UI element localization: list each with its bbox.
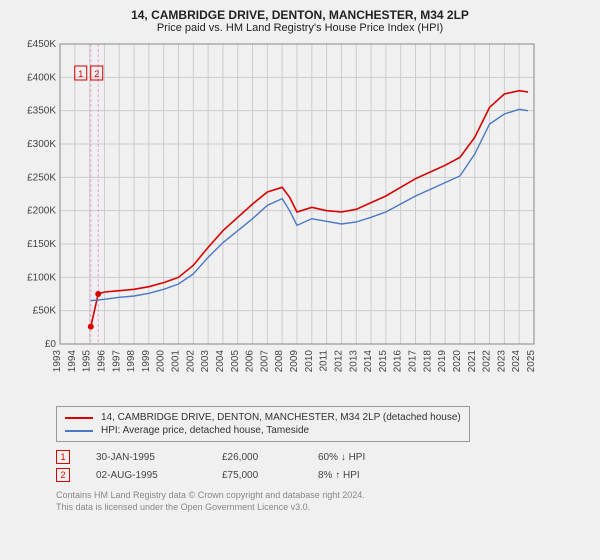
svg-text:2014: 2014 [363,350,374,373]
svg-text:2022: 2022 [482,350,493,373]
table-row: 2 02-AUG-1995 £75,000 8% ↑ HPI [56,466,582,484]
legend-label: HPI: Average price, detached house, Tame… [101,425,309,436]
svg-text:£0: £0 [45,339,57,350]
svg-text:1994: 1994 [67,350,78,373]
svg-text:1996: 1996 [96,350,107,373]
svg-text:2012: 2012 [333,350,344,373]
price-chart: £0 £50K £100K £150K £200K £250K £300K £350K £400… [20,40,580,400]
svg-text:2015: 2015 [378,350,389,373]
attribution: Contains HM Land Registry data © Crown c… [56,490,582,513]
svg-text:2010: 2010 [304,350,315,373]
svg-text:£150K: £150K [27,239,56,250]
svg-text:2003: 2003 [200,350,211,373]
svg-text:1997: 1997 [111,350,122,373]
svg-text:2025: 2025 [526,350,537,373]
svg-text:2021: 2021 [467,350,478,373]
legend: 14, CAMBRIDGE DRIVE, DENTON, MANCHESTER,… [56,406,470,442]
tx-date: 30-JAN-1995 [96,452,196,463]
svg-text:£100K: £100K [27,272,56,283]
svg-text:£400K: £400K [27,72,56,83]
svg-text:1999: 1999 [141,350,152,373]
svg-text:£50K: £50K [33,306,57,317]
svg-text:1993: 1993 [52,350,63,373]
legend-item-price: 14, CAMBRIDGE DRIVE, DENTON, MANCHESTER,… [65,411,461,424]
svg-text:2019: 2019 [437,350,448,373]
legend-item-hpi: HPI: Average price, detached house, Tame… [65,424,461,437]
svg-text:2006: 2006 [245,350,256,373]
svg-text:2002: 2002 [185,350,196,373]
svg-text:2004: 2004 [215,350,226,373]
tx-date: 02-AUG-1995 [96,470,196,481]
svg-text:£450K: £450K [27,40,56,50]
tx-marker-1: 1 [56,450,70,464]
legend-label: 14, CAMBRIDGE DRIVE, DENTON, MANCHESTER,… [101,412,461,423]
svg-text:2023: 2023 [496,350,507,373]
attribution-line: This data is licensed under the Open Gov… [56,502,582,514]
page-title: 14, CAMBRIDGE DRIVE, DENTON, MANCHESTER,… [18,8,582,22]
svg-text:2007: 2007 [259,350,270,373]
legend-swatch-hpi [65,430,93,432]
page-subtitle: Price paid vs. HM Land Registry's House … [18,22,582,34]
svg-text:2020: 2020 [452,350,463,373]
svg-text:2008: 2008 [274,350,285,373]
svg-text:1995: 1995 [82,350,93,373]
svg-text:£200K: £200K [27,206,56,217]
svg-text:2011: 2011 [319,350,330,372]
tx-diff: 60% ↓ HPI [318,452,408,463]
page: 14, CAMBRIDGE DRIVE, DENTON, MANCHESTER,… [0,0,600,560]
svg-text:1998: 1998 [126,350,137,373]
transactions-table: 1 30-JAN-1995 £26,000 60% ↓ HPI 2 02-AUG… [56,448,582,484]
tx-price: £75,000 [222,470,292,481]
svg-text:2018: 2018 [422,350,433,373]
svg-text:2: 2 [94,69,99,79]
tx-price: £26,000 [222,452,292,463]
svg-text:2016: 2016 [393,350,404,373]
svg-text:2013: 2013 [348,350,359,373]
svg-text:2005: 2005 [230,350,241,373]
svg-text:1: 1 [78,69,83,79]
tx-diff: 8% ↑ HPI [318,470,408,481]
attribution-line: Contains HM Land Registry data © Crown c… [56,490,582,502]
svg-text:£350K: £350K [27,106,56,117]
tx-marker-2: 2 [56,468,70,482]
legend-swatch-price [65,417,93,419]
svg-text:2017: 2017 [408,350,419,373]
svg-text:2009: 2009 [289,350,300,373]
svg-text:£250K: £250K [27,172,56,183]
table-row: 1 30-JAN-1995 £26,000 60% ↓ HPI [56,448,582,466]
svg-text:2001: 2001 [171,350,182,373]
chart-area: £0 £50K £100K £150K £200K £250K £300K £350K £400… [20,40,580,400]
svg-text:2024: 2024 [511,350,522,373]
svg-text:£300K: £300K [27,139,56,150]
svg-text:2000: 2000 [156,350,167,373]
